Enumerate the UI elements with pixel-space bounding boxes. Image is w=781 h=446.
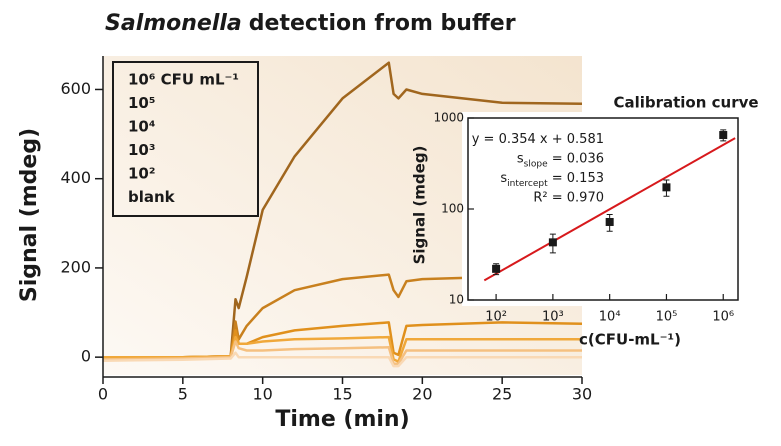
y-axis-label: Signal (mdeg) [17,128,42,302]
data-point [605,217,614,226]
annotation: sslope = 0.036 [517,151,604,169]
legend-box [112,61,259,217]
x-tick-label: 10⁵ [656,310,678,325]
title-italic: Salmonella [105,11,242,36]
y-tick-label: 100 [441,202,464,216]
legend-entry: 10⁵ [128,94,155,112]
inset-background [462,112,752,306]
x-tick-label: 20 [412,385,432,404]
y-tick-label: 10 [449,293,464,307]
x-tick-label: 30 [572,385,592,404]
series-line [102,351,582,368]
data-point [719,131,728,140]
y-axis-label: Signal (mdeg) [411,146,429,265]
x-tick-label: 10³ [542,310,564,325]
y-tick-label: 400 [60,168,91,187]
annotation-part: s [500,171,507,186]
annotation: y = 0.354 x + 0.581 [472,132,604,147]
chart-title: Salmonella detection from buffer [105,11,516,36]
x-tick-label: 10² [485,310,507,325]
y-tick-label: 600 [60,79,91,98]
x-tick-label: 25 [492,385,512,404]
data-point [492,264,501,273]
annotation-part: s [517,151,524,166]
title-rest: detection from buffer [249,11,516,36]
annotation-part: intercept [507,179,548,189]
x-axis-label: c(CFU-mL⁻¹) [579,331,681,349]
legend-entry: blank [128,188,176,206]
data-point [548,238,557,247]
annotation-part: = 0.153 [548,171,604,186]
y-tick-label: 0 [81,347,91,366]
annotation: R² = 0.970 [533,190,604,205]
series-line [103,61,583,359]
legend-entry: 10⁴ [128,118,155,136]
data-point [662,183,671,192]
x-tick-label: 15 [332,385,352,404]
x-axis-label: Time (min) [275,407,409,432]
legend-entry: 10⁶ CFU mL⁻¹ [128,71,239,89]
annotation: sintercept = 0.153 [500,171,604,189]
x-tick-label: 10⁴ [599,310,621,325]
annotation-part: R² = 0.970 [533,190,604,205]
annotation-part: = 0.036 [548,151,604,166]
x-tick-label: 0 [98,385,108,404]
legend-entry: 10³ [128,141,155,159]
x-tick-label: 5 [178,385,188,404]
y-tick-label: 1000 [433,111,464,125]
inset-title: Calibration curve [613,94,758,112]
annotation-part: y = 0.354 x + 0.581 [472,132,604,147]
annotation-part: slope [524,159,548,169]
x-tick-label: 10⁶ [712,310,734,325]
x-tick-label: 10 [252,385,272,404]
y-tick-label: 200 [60,257,91,276]
series-line [102,340,582,366]
legend-entry: 10² [128,165,155,183]
fit-line [483,137,736,282]
